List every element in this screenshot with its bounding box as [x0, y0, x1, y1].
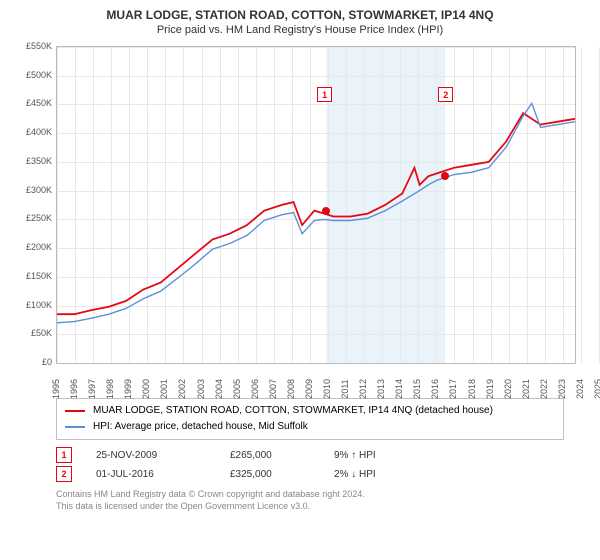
footer-line-2: This data is licensed under the Open Gov…: [56, 501, 588, 513]
chart-container: MUAR LODGE, STATION ROAD, COTTON, STOWMA…: [0, 0, 600, 560]
x-axis-label: 2018: [467, 379, 477, 399]
sale-row: 1 25-NOV-2009 £265,000 9% ↑ HPI: [56, 447, 588, 463]
legend-label: MUAR LODGE, STATION ROAD, COTTON, STOWMA…: [93, 403, 493, 419]
legend-label: HPI: Average price, detached house, Mid …: [93, 419, 308, 435]
sales-list: 1 25-NOV-2009 £265,000 9% ↑ HPI 2 01-JUL-2016…: [12, 444, 588, 485]
x-axis-label: 2002: [177, 379, 187, 399]
x-axis-label: 1995: [51, 379, 61, 399]
legend: MUAR LODGE, STATION ROAD, COTTON, STOWMA…: [56, 398, 564, 440]
sale-hpi-delta: 2% ↓ HPI: [334, 469, 424, 480]
x-axis-label: 2020: [503, 379, 513, 399]
x-axis-label: 2025: [593, 379, 600, 399]
x-axis-label: 2000: [141, 379, 151, 399]
x-axis-label: 2001: [159, 379, 169, 399]
x-axis-label: 2012: [358, 379, 368, 399]
footer-attribution: Contains HM Land Registry data © Crown c…: [56, 489, 588, 512]
sale-marker-dot: [441, 172, 449, 180]
x-axis-label: 1999: [123, 379, 133, 399]
x-axis-label: 1997: [87, 379, 97, 399]
x-axis-label: 2024: [575, 379, 585, 399]
legend-swatch: [65, 426, 85, 428]
x-axis-label: 2019: [485, 379, 495, 399]
y-axis-label: £500K: [26, 70, 52, 80]
x-axis-label: 2022: [539, 379, 549, 399]
line-series: [57, 103, 575, 322]
x-axis-label: 1996: [69, 379, 79, 399]
legend-item: MUAR LODGE, STATION ROAD, COTTON, STOWMA…: [65, 403, 555, 419]
x-axis-label: 2015: [412, 379, 422, 399]
x-axis-label: 2003: [196, 379, 206, 399]
gridline-vertical: [581, 47, 582, 363]
x-axis-label: 2010: [322, 379, 332, 399]
x-axis-label: 2007: [268, 379, 278, 399]
y-axis-label: £300K: [26, 185, 52, 195]
x-axis-label: 2008: [286, 379, 296, 399]
line-series-svg: [57, 47, 575, 363]
y-axis-label: £400K: [26, 127, 52, 137]
legend-swatch: [65, 410, 85, 412]
sale-badge: 2: [56, 466, 72, 482]
y-axis-label: £250K: [26, 213, 52, 223]
sale-price: £265,000: [230, 450, 310, 461]
sale-date: 01-JUL-2016: [96, 469, 206, 480]
y-axis-label: £200K: [26, 242, 52, 252]
legend-item: HPI: Average price, detached house, Mid …: [65, 419, 555, 435]
sale-badge: 1: [56, 447, 72, 463]
sale-marker-dot: [322, 207, 330, 215]
x-axis-label: 2009: [304, 379, 314, 399]
sale-price: £325,000: [230, 469, 310, 480]
x-axis-label: 1998: [105, 379, 115, 399]
x-axis-label: 2017: [448, 379, 458, 399]
sale-hpi-delta: 9% ↑ HPI: [334, 450, 424, 461]
y-axis-label: £450K: [26, 98, 52, 108]
x-axis-label: 2005: [232, 379, 242, 399]
y-axis-label: £350K: [26, 156, 52, 166]
x-axis-label: 2013: [376, 379, 386, 399]
plot-area: 12: [56, 46, 576, 364]
sale-marker-badge: 1: [317, 87, 332, 102]
x-axis-label: 2004: [214, 379, 224, 399]
x-axis-label: 2014: [394, 379, 404, 399]
chart-title: MUAR LODGE, STATION ROAD, COTTON, STOWMA…: [12, 8, 588, 22]
y-axis-label: £150K: [26, 271, 52, 281]
chart-area: 12 £0£50K£100K£150K£200K£250K£300K£350K£…: [12, 42, 588, 392]
chart-subtitle: Price paid vs. HM Land Registry's House …: [12, 24, 588, 36]
x-axis-label: 2006: [250, 379, 260, 399]
y-axis-label: £100K: [26, 300, 52, 310]
x-axis-label: 2011: [340, 379, 350, 398]
footer-line-1: Contains HM Land Registry data © Crown c…: [56, 489, 588, 501]
sale-marker-badge: 2: [438, 87, 453, 102]
sale-row: 2 01-JUL-2016 £325,000 2% ↓ HPI: [56, 466, 588, 482]
y-axis-label: £550K: [26, 41, 52, 51]
sale-date: 25-NOV-2009: [96, 450, 206, 461]
x-axis-label: 2016: [430, 379, 440, 399]
line-series: [57, 113, 575, 314]
x-axis-label: 2021: [521, 379, 531, 399]
x-axis-label: 2023: [557, 379, 567, 399]
y-axis-label: £50K: [31, 328, 52, 338]
y-axis-label: £0: [42, 357, 52, 367]
